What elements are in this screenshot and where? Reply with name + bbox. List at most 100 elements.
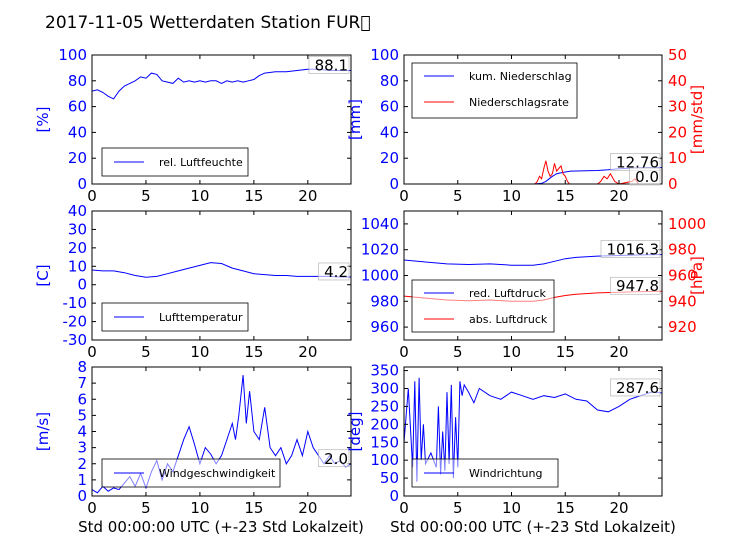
y-tick-label: 300 (370, 380, 399, 398)
y-tick-label: 1040 (361, 215, 399, 233)
x-tick-label: 10 (502, 343, 521, 361)
y-tick-label: 50 (380, 469, 399, 487)
series-line-humidity-0 (92, 68, 351, 100)
legend-label: abs. Luftdruck (469, 313, 548, 326)
y-tick-label: 3 (77, 439, 87, 457)
panel-precip: 0 5 10 15 20 0 20 40 60 80 100 0 10 20 30 40 50 [mm] [mm/s… (346, 46, 706, 205)
y-tick-label: 80 (68, 72, 87, 90)
x-tick-label: 0 (87, 499, 97, 517)
y-tick-label: 4 (77, 423, 87, 441)
x-tick-label: 15 (244, 499, 263, 517)
x-tick-label: 15 (244, 187, 263, 205)
legend-wind_direction: Windrichtung (411, 458, 559, 488)
legend-label: kum. Niederschlag (469, 70, 572, 83)
y-tick-label: 80 (380, 72, 399, 90)
y-axis-label: [mm] (346, 99, 364, 140)
x-tick-label: 5 (453, 187, 463, 205)
y-tick-label: -30 (63, 331, 88, 349)
y-tick-label: 250 (370, 397, 399, 415)
y-right-tick-label: 20 (668, 123, 687, 141)
y-right-tick-label: 30 (668, 98, 687, 116)
y-axis-label: [deg] (346, 412, 364, 452)
x-tick-label: 10 (502, 499, 521, 517)
panel-pressure: 0 5 10 15 20 960 980 1000 1020 1040 920 940 960 980 10… (361, 210, 706, 361)
y-tick-label: 350 (370, 362, 399, 380)
y-tick-label: 960 (370, 318, 399, 336)
x-axis-label-right: Std 00:00:00 UTC (+-23 Std Lokalzeit) (390, 518, 676, 536)
y-right-tick-label: 1000 (668, 215, 706, 233)
y-tick-label: 0 (77, 276, 87, 294)
last-value-label: 88.1 (315, 56, 348, 74)
y-right-tick-label: 40 (668, 72, 687, 90)
series-line-wind_direction-0 (404, 377, 662, 482)
y-axis-label: [%] (34, 107, 52, 133)
y-tick-label: 200 (370, 415, 399, 433)
last-value-label: 0.0 (635, 168, 659, 186)
y-tick-label: 0 (389, 487, 399, 505)
x-tick-label: 5 (141, 187, 151, 205)
y-tick-label: 1 (77, 471, 87, 489)
legend-label: Windrichtung (469, 467, 542, 480)
x-tick-label: 20 (609, 187, 628, 205)
y-tick-label: 150 (370, 433, 399, 451)
x-tick-label: 15 (556, 187, 575, 205)
last-value-label: 12.76 (616, 153, 659, 171)
legend-pressure: red. Luftdruck abs. Luftdruck (411, 279, 555, 333)
last-value-label: 947.8 (616, 277, 659, 295)
legend-temperature: Lufttemperatur (101, 302, 249, 332)
x-tick-label: 15 (556, 499, 575, 517)
plot-frame (403, 54, 663, 185)
y-axis-label: [m/s] (34, 412, 52, 451)
y-tick-label: 100 (58, 46, 87, 64)
x-tick-label: 20 (609, 499, 628, 517)
legend-box (101, 147, 249, 177)
legend-humidity: rel. Luftfeuchte (101, 147, 249, 177)
legend-label: Niederschlagsrate (469, 96, 569, 109)
last-value-box (629, 167, 661, 186)
x-tick-label: 20 (609, 343, 628, 361)
legend-box (411, 62, 578, 119)
y-tick-label: 60 (68, 98, 87, 116)
last-value-label: 1016.3 (607, 240, 660, 258)
y-tick-label: 40 (68, 202, 87, 220)
x-tick-label: 0 (87, 343, 97, 361)
last-value-box (600, 240, 661, 258)
y-tick-label: 10 (68, 257, 87, 275)
x-tick-label: 5 (141, 343, 151, 361)
legend-label: Windgeschwindigkeit (159, 467, 276, 480)
x-tick-label: 0 (399, 187, 409, 205)
legend-wind_speed: Windgeschwindigkeit (101, 458, 281, 488)
legend-label: red. Luftdruck (469, 287, 546, 300)
y-tick-label: 20 (68, 149, 87, 167)
y-tick-label: 1020 (361, 241, 399, 259)
x-tick-label: 5 (141, 499, 151, 517)
y-axis-label: [C] (34, 264, 52, 286)
x-tick-label: 0 (399, 343, 409, 361)
y-right-tick-label: 940 (668, 292, 697, 310)
panel-wind_speed: 0 5 10 15 20012345678[m/s]2.0Windgeschwindig… (34, 358, 352, 517)
plot-frame (91, 54, 352, 185)
series-line-temperature-0 (92, 262, 351, 278)
last-value-box (318, 262, 350, 281)
panel-humidity: 0 5 10 15 20 0 20 40 60 80 100 [%] 88.1 rel. Luftfeuc… (34, 46, 352, 205)
y-tick-label: 1000 (361, 267, 399, 285)
y-tick-label: 5 (77, 406, 87, 424)
x-tick-label: 5 (453, 499, 463, 517)
last-value-box (610, 378, 661, 397)
y-right-tick-label: 10 (668, 149, 687, 167)
y-tick-label: 2 (77, 455, 87, 473)
legend-box (411, 279, 555, 333)
y-tick-label: 6 (77, 390, 87, 408)
x-tick-label: 20 (298, 499, 317, 517)
y-right-axis-label: [mm/std] (688, 85, 706, 154)
x-tick-label: 10 (190, 499, 209, 517)
y-tick-label: 60 (380, 98, 399, 116)
last-value-box (308, 56, 350, 74)
y-tick-label: 0 (77, 175, 87, 193)
y-tick-label: 20 (380, 149, 399, 167)
x-tick-label: 5 (453, 343, 463, 361)
x-tick-label: 10 (190, 187, 209, 205)
